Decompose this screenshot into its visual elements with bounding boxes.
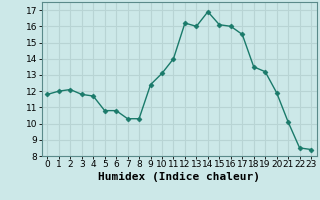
X-axis label: Humidex (Indice chaleur): Humidex (Indice chaleur) — [98, 172, 260, 182]
